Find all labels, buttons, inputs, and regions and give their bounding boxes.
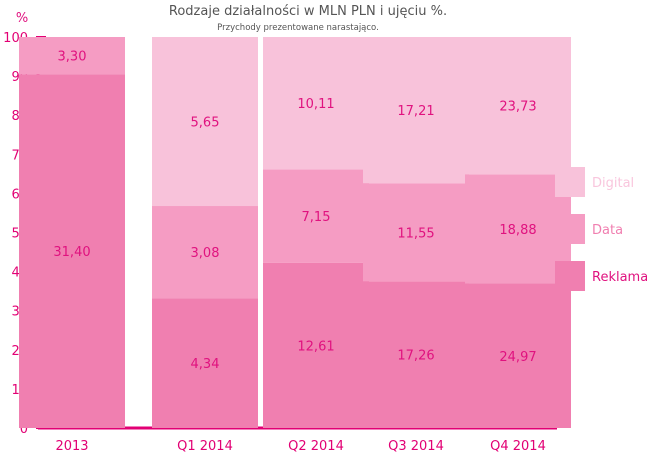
bar-segment-reklama [152,298,258,428]
legend-label-data: Data [592,223,623,238]
legend-swatch-data [555,214,585,244]
bar-segment-reklama [263,262,369,428]
bar-segment-data [152,206,258,299]
legend-label-digital: Digital [592,176,634,191]
bar-segment-digital [263,37,369,170]
data-label: 17,21 [397,104,434,119]
bar-segment-reklama [19,74,125,428]
bar-segment-reklama [465,283,571,428]
bar-segment-data [363,183,469,282]
data-label: 3,08 [191,246,220,261]
bar-segment-digital [465,37,571,175]
data-label: 5,65 [191,116,220,131]
bar-segment-digital [363,37,469,184]
data-label: 17,26 [397,349,434,364]
legend-label-reklama: Reklama [592,270,647,285]
chart-title: Rodzaje działalności w MLN PLN i ujęciu … [169,4,447,19]
y-tick-label: 0 [20,422,28,437]
legend-swatch-digital [555,167,585,197]
bar-segment-reklama [363,281,469,428]
data-label: 18,88 [499,223,536,238]
data-label: 3,30 [58,50,87,65]
data-label: 31,40 [53,245,90,260]
x-tick-label: 2013 [55,439,88,454]
x-tick-label: Q2 2014 [288,439,344,454]
bar-segment-data [465,174,571,284]
x-tick-label: Q1 2014 [177,439,233,454]
data-label: 7,15 [302,210,331,225]
data-label: 10,11 [297,97,334,112]
x-tick-label: Q3 2014 [388,439,444,454]
bar-segment-data [19,37,125,75]
data-label: 23,73 [499,100,536,115]
data-label: 24,97 [499,350,536,365]
y-axis-label: % [16,11,28,26]
chart-subtitle: Przychody prezentowane narastająco. [217,23,379,33]
bar-segment-digital [152,37,258,207]
data-label: 4,34 [191,357,220,372]
legend-swatch-reklama [555,261,585,291]
bar-segment-data [263,169,369,263]
x-tick-label: Q4 2014 [490,439,546,454]
data-label: 12,61 [297,339,334,354]
data-label: 11,55 [397,226,434,241]
